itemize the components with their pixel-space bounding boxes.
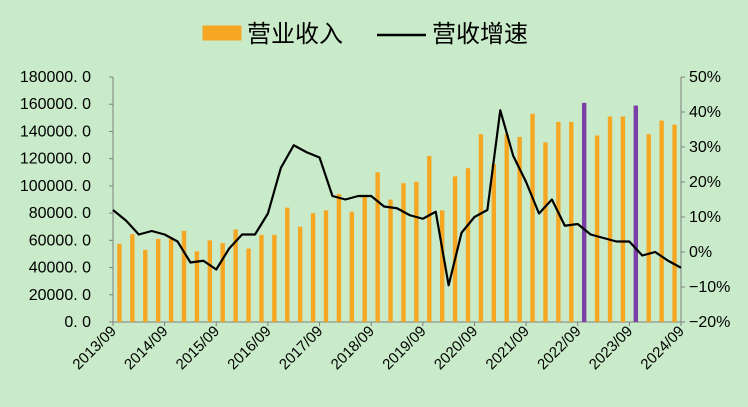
revenue-bar xyxy=(362,196,367,322)
revenue-bar xyxy=(607,116,613,322)
left-tick-label: 40000. 0 xyxy=(29,260,91,277)
x-tick-label: 2016/09 xyxy=(224,323,274,373)
revenue-bar xyxy=(620,116,626,322)
left-tick-label: 0. 0 xyxy=(64,314,91,331)
x-tick-label: 2014/09 xyxy=(121,323,171,373)
left-tick-label: 180000. 0 xyxy=(20,69,91,86)
left-tick-label: 80000. 0 xyxy=(29,205,91,222)
legend-bar-swatch xyxy=(202,25,242,41)
revenue-bar xyxy=(543,142,548,322)
revenue-bar xyxy=(517,136,522,322)
right-tick-label: 40% xyxy=(689,104,721,121)
revenue-bar xyxy=(207,240,213,322)
revenue-bar xyxy=(220,243,225,322)
left-tick-label: 140000. 0 xyxy=(20,123,91,140)
revenue-bar xyxy=(594,135,600,322)
revenue-bar xyxy=(143,249,148,322)
right-tick-label: −20% xyxy=(689,314,730,331)
right-tick-label: 20% xyxy=(689,174,721,191)
revenue-bar xyxy=(491,164,497,322)
revenue-bar xyxy=(272,234,277,322)
left-tick-label: 100000. 0 xyxy=(20,178,91,195)
right-tick-label: 0% xyxy=(689,244,712,261)
revenue-bar xyxy=(117,243,122,322)
revenue-bar xyxy=(414,181,419,322)
legend-line-label: 营收增速 xyxy=(432,20,528,48)
revenue-bar xyxy=(478,134,484,322)
revenue-bar xyxy=(349,211,355,322)
revenue-bar xyxy=(401,183,406,322)
legend-bar-label: 营业收入 xyxy=(247,20,343,48)
growth-polyline xyxy=(112,109,682,287)
right-tick-label: −10% xyxy=(689,279,730,296)
revenue-bar xyxy=(646,134,651,322)
revenue-bar-highlighted xyxy=(581,102,587,322)
revenue-bar xyxy=(465,168,471,322)
right-tick-label: 30% xyxy=(689,139,721,156)
revenue-bar xyxy=(452,176,458,322)
revenue-bar xyxy=(556,121,561,322)
revenue-bar xyxy=(504,134,509,322)
revenue-bar xyxy=(246,248,251,322)
x-tick-label: 2021/09 xyxy=(483,323,533,373)
bars xyxy=(117,102,677,322)
right-tick-label: 10% xyxy=(689,209,721,226)
revenue-bar xyxy=(323,210,329,322)
x-tick-label: 2024/09 xyxy=(637,323,687,373)
revenue-bar xyxy=(530,113,535,322)
revenue-bar xyxy=(155,238,161,322)
right-tick-label: 50% xyxy=(689,69,721,86)
revenue-bar xyxy=(181,230,187,322)
revenue-bar xyxy=(297,226,303,322)
left-tick-label: 120000. 0 xyxy=(20,151,91,168)
left-tick-label: 20000. 0 xyxy=(29,287,91,304)
revenue-bar xyxy=(336,194,342,322)
left-tick-label: 160000. 0 xyxy=(20,96,91,113)
revenue-bar xyxy=(194,251,200,322)
x-tick-label: 2023/09 xyxy=(586,323,636,373)
x-tick-label: 2015/09 xyxy=(173,323,223,373)
x-tick-label: 2019/09 xyxy=(379,323,429,373)
revenue-bar xyxy=(569,121,574,322)
revenue-bar-highlighted xyxy=(633,105,639,322)
revenue-bar xyxy=(439,210,445,322)
growth-line xyxy=(112,109,682,287)
revenue-bar xyxy=(285,207,290,322)
revenue-bar xyxy=(659,120,664,322)
x-tick-label: 2017/09 xyxy=(276,323,326,373)
x-tick-label: 2022/09 xyxy=(534,323,584,373)
revenue-bar xyxy=(672,124,677,322)
x-tick-label: 2018/09 xyxy=(328,323,378,373)
revenue-bar xyxy=(233,229,238,322)
left-tick-label: 60000. 0 xyxy=(29,232,91,249)
revenue-bar xyxy=(375,172,380,322)
revenue-bar xyxy=(130,234,135,322)
revenue-bar xyxy=(168,238,174,322)
revenue-bar xyxy=(259,234,264,322)
revenue-bar xyxy=(388,199,393,322)
revenue-bar xyxy=(427,155,432,322)
x-tick-label: 2020/09 xyxy=(431,323,481,373)
revenue-bar xyxy=(310,213,316,322)
legend: 营业收入 营收增速 xyxy=(202,20,528,48)
